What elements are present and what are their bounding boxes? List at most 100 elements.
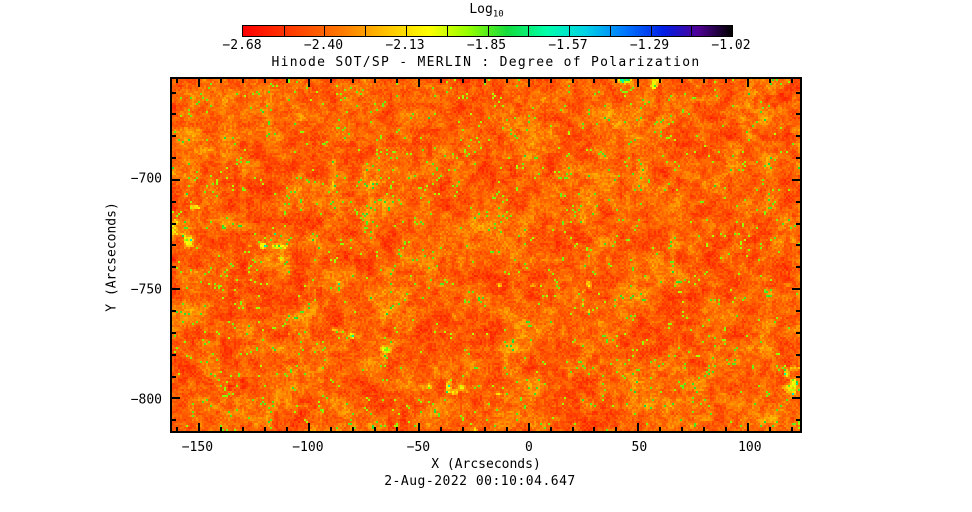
x-axis-minor-tick [396,427,398,431]
x-axis-label: X (Arcseconds) [431,457,541,472]
colorbar-tick [283,26,285,36]
x-axis-minor-tick [286,79,288,83]
x-axis-minor-tick [681,79,683,83]
x-axis-minor-tick [286,427,288,431]
x-axis-minor-tick [703,79,705,83]
colorbar [242,25,733,37]
plot-area [170,77,802,433]
x-axis-minor-tick [352,427,354,431]
x-axis-tick-label: 0 [524,440,533,455]
x-axis-minor-tick [725,427,727,431]
colorbar-tick [528,26,530,36]
y-axis-major-tick [172,397,180,399]
y-axis-minor-tick [172,332,176,334]
y-axis-minor-tick [172,376,176,378]
y-axis-major-tick [172,179,180,181]
y-axis-minor-tick [796,376,800,378]
x-axis-major-tick [308,79,310,87]
colorbar-tick-label: −1.85 [466,38,507,53]
y-axis-minor-tick [796,419,800,421]
x-axis-minor-tick [242,427,244,431]
x-axis-minor-tick [220,79,222,83]
y-axis-minor-tick [172,92,176,94]
y-axis-major-tick [172,288,180,290]
colorbar-tick [365,26,367,36]
x-axis-major-tick [418,423,420,431]
colorbar-tick [446,26,448,36]
colorbar-tick-label: −1.57 [548,38,588,53]
x-axis-major-tick [528,423,530,431]
colorbar-tick [691,26,693,36]
y-axis-major-tick [792,288,800,290]
x-axis-major-tick [637,79,639,87]
colorbar-title-text: Log [469,2,493,17]
y-axis-minor-tick [172,201,176,203]
x-axis-major-tick [747,423,749,431]
x-axis-major-tick [747,79,749,87]
colorbar-title: Log10 [242,1,731,24]
x-axis-minor-tick [615,427,617,431]
colorbar-tick [650,26,652,36]
x-axis-minor-tick [572,427,574,431]
x-axis-minor-tick [396,79,398,83]
x-axis-minor-tick [374,79,376,83]
y-axis-tick-label: −700 [130,171,162,187]
y-axis-minor-tick [172,419,176,421]
x-axis-minor-tick [506,427,508,431]
x-axis-minor-tick [615,79,617,83]
x-axis-minor-tick [681,427,683,431]
x-axis-minor-tick [462,427,464,431]
x-axis-minor-tick [769,79,771,83]
colorbar-tick [609,26,611,36]
x-axis-minor-tick [462,79,464,83]
x-axis-minor-tick [220,427,222,431]
x-axis-minor-tick [352,79,354,83]
x-axis-major-tick [308,423,310,431]
y-axis-minor-tick [172,354,176,356]
y-axis-tick-label: −750 [130,282,162,298]
x-axis-minor-tick [791,79,793,83]
colorbar-tick [568,26,570,36]
colorbar-tick-label: −1.02 [711,38,751,53]
y-axis-minor-tick [796,310,800,312]
y-axis-minor-tick [796,135,800,137]
colorbar-tick-label: −2.13 [385,38,425,53]
x-axis-minor-tick [791,427,793,431]
y-axis-minor-tick [796,223,800,225]
y-axis-minor-tick [172,135,176,137]
x-axis-minor-tick [703,427,705,431]
x-axis-tick-label: −50 [406,440,431,455]
y-axis-minor-tick [172,157,176,159]
x-axis-minor-tick [550,79,552,83]
y-axis-minor-tick [796,201,800,203]
timestamp: 2-Aug-2022 00:10:04.647 [384,474,576,489]
y-axis-minor-tick [796,354,800,356]
y-axis-major-tick [792,397,800,399]
x-axis-minor-tick [176,79,178,83]
x-axis-minor-tick [550,427,552,431]
colorbar-tick-label: −1.29 [629,38,670,53]
x-axis-minor-tick [572,79,574,83]
polarization-heatmap [172,79,800,431]
y-axis-minor-tick [172,223,176,225]
x-axis-minor-tick [659,427,661,431]
y-axis-minor-tick [796,332,800,334]
colorbar-title-subscript: 10 [492,9,504,20]
x-axis-minor-tick [330,427,332,431]
y-axis-tick-label: −800 [130,392,162,408]
y-axis-minor-tick [796,157,800,159]
y-axis-minor-tick [172,113,176,115]
y-axis-minor-tick [172,266,176,268]
x-axis-minor-tick [484,427,486,431]
y-axis-minor-tick [796,113,800,115]
x-axis-minor-tick [725,79,727,83]
y-axis-minor-tick [796,244,800,246]
x-axis-tick-label: −100 [292,440,324,455]
x-axis-minor-tick [330,79,332,83]
x-axis-major-tick [637,423,639,431]
x-axis-minor-tick [242,79,244,83]
x-axis-minor-tick [769,427,771,431]
x-axis-minor-tick [484,79,486,83]
x-axis-minor-tick [593,79,595,83]
